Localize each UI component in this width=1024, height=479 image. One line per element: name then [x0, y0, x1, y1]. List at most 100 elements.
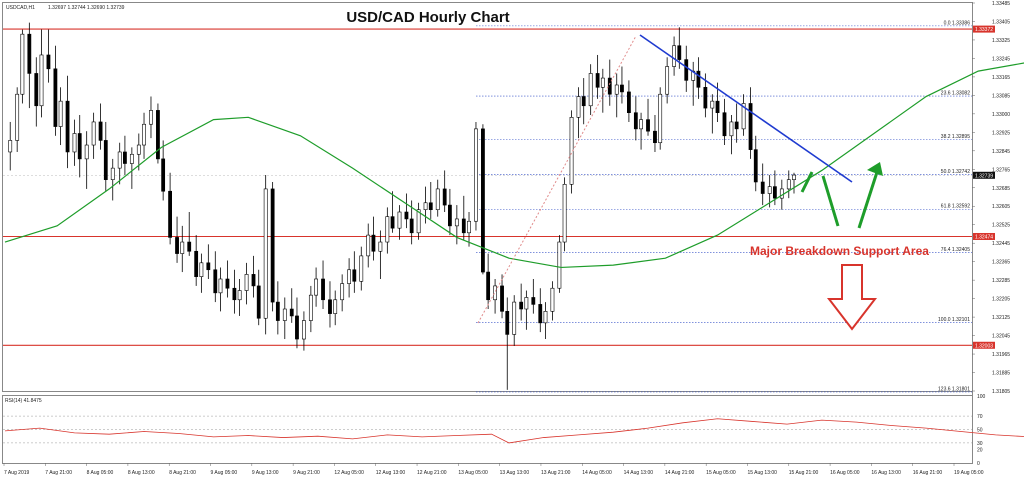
time-tick-label: 14 Aug 05:00 [582, 470, 612, 476]
price-level-tag-label: 1.33372 [975, 27, 993, 33]
bull-candle [91, 121, 96, 146]
bear-candle [703, 86, 708, 109]
bear-candle [461, 218, 466, 234]
green-arrow-up-icon [857, 168, 880, 229]
bull-candle [512, 301, 517, 335]
bear-candle [696, 70, 701, 88]
bear-candle [409, 218, 414, 234]
bull-candle [359, 255, 364, 282]
bear-candle [607, 77, 612, 95]
time-tick-label: 15 Aug 21:00 [789, 470, 819, 476]
bear-candle [684, 59, 689, 81]
bull-candle [741, 103, 746, 130]
time-tick-label: 15 Aug 05:00 [706, 470, 736, 476]
time-tick-label: 8 Aug 13:00 [128, 470, 155, 476]
bear-candle [194, 250, 199, 277]
bearish-trend-line [639, 34, 853, 183]
bull-candle [136, 144, 141, 155]
price-tick-label: 1.33165 [992, 75, 1010, 81]
bear-candle [753, 149, 758, 183]
bull-candle [665, 66, 670, 95]
bear-candle [65, 100, 70, 153]
price-tick-label: 1.32605 [992, 204, 1010, 210]
price-tick-label: 1.32525 [992, 223, 1010, 229]
bear-candle [505, 311, 510, 335]
price-level-tag-label: 1.32474 [975, 234, 993, 240]
time-tick-label: 14 Aug 13:00 [624, 470, 654, 476]
price-tick-label: 1.31885 [992, 371, 1010, 377]
bear-candle [715, 100, 720, 114]
price-tick-label: 1.33000 [992, 112, 1010, 118]
bear-candle [232, 287, 237, 301]
bear-candle [519, 301, 524, 310]
bull-candle [117, 151, 122, 169]
bear-candle [677, 45, 682, 60]
price-tick-label: 1.32765 [992, 167, 1010, 173]
bear-candle [275, 301, 280, 321]
bear-candle [321, 278, 325, 301]
price-level-tag [973, 25, 995, 33]
price-tick-label: 1.32685 [992, 186, 1010, 192]
bear-candle [175, 237, 179, 254]
bull-candle [467, 220, 471, 234]
bull-candle [218, 278, 223, 294]
bear-candle [46, 54, 51, 70]
bull-candle [550, 287, 555, 312]
time-tick-label: 16 Aug 21:00 [913, 470, 943, 476]
time-tick-label: 9 Aug 05:00 [211, 470, 238, 476]
rsi-tick-label: 30 [977, 441, 983, 447]
bull-candle [524, 297, 529, 310]
fib-level-label: 50.0 1.32742 [941, 169, 970, 175]
breakdown-annotation: Major Breakdown Support Area [750, 244, 929, 258]
bull-candle [199, 262, 204, 277]
bull-candle [314, 278, 318, 296]
bear-candle [187, 241, 192, 252]
time-tick-label: 7 Aug 2019 [4, 470, 30, 476]
bull-candle [454, 218, 459, 227]
bull-candle [15, 93, 20, 141]
price-tick-label: 1.32845 [992, 149, 1010, 155]
bull-candle [129, 153, 134, 164]
bull-candle [72, 133, 77, 153]
bear-candle [734, 121, 739, 130]
bull-candle [142, 123, 146, 146]
bull-candle [237, 290, 242, 301]
bull-candle [786, 179, 791, 190]
price-tick-label: 1.32445 [992, 241, 1010, 247]
bear-candle [295, 315, 299, 340]
bull-candle [423, 202, 428, 211]
rsi-line [4, 418, 1024, 444]
fib-level-label: 100.0 1.32101 [938, 317, 970, 323]
bear-candle [328, 299, 332, 314]
bear-candle [161, 158, 166, 192]
price-level-tag [973, 341, 995, 349]
bear-candle [633, 112, 638, 130]
bull-candle [779, 188, 784, 199]
green-small-stroke-icon [800, 171, 814, 193]
time-tick-label: 16 Aug 13:00 [871, 470, 901, 476]
fib-level-label: 23.6 1.33082 [941, 91, 970, 97]
price-tick-label: 1.31965 [992, 352, 1010, 358]
price-tick-label: 1.32045 [992, 334, 1010, 340]
bull-candle [639, 119, 643, 130]
bull-candle [84, 144, 89, 160]
price-tick-label: 1.33485 [992, 1, 1010, 7]
bear-candle [646, 119, 650, 132]
time-tick-label: 9 Aug 21:00 [293, 470, 320, 476]
time-tick-label: 19 Aug 05:00 [954, 470, 984, 476]
price-tick-label: 1.33325 [992, 38, 1010, 44]
bull-candle [397, 211, 402, 229]
bull-candle [20, 33, 25, 95]
green-arrow-up-head-icon [867, 162, 883, 176]
bear-candle [627, 91, 631, 114]
bull-candle [263, 188, 268, 319]
bull-candle [308, 294, 313, 321]
bull-candle [149, 110, 153, 125]
bull-candle [474, 128, 478, 222]
bull-candle [672, 45, 676, 67]
bull-candle [729, 121, 734, 137]
chart-title: USD/CAD Hourly Chart [346, 9, 509, 26]
price-tick-label: 1.33085 [992, 93, 1010, 99]
